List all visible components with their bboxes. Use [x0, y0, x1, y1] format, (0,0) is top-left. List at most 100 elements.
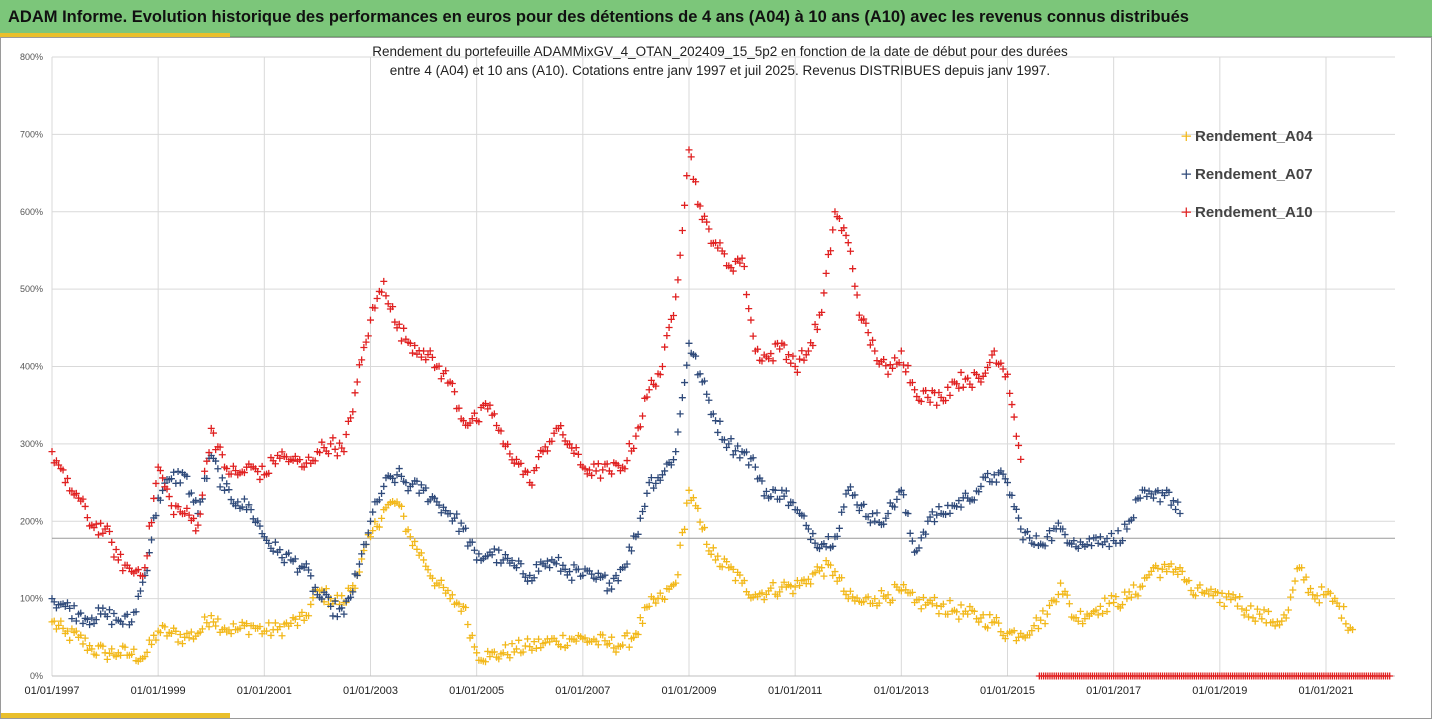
data-point-interp: [822, 557, 830, 565]
data-point-interp: [112, 653, 120, 661]
data-point-interp: [661, 595, 669, 603]
data-point-interp: [1143, 493, 1151, 500]
data-point-interp: [1094, 539, 1102, 547]
data-point-interp: [729, 451, 737, 459]
data-point-interp: [311, 457, 319, 465]
x-tick-label: 01/01/2001: [237, 685, 292, 697]
data-point-interp: [517, 560, 525, 568]
data-point-interp: [1130, 581, 1138, 589]
data-point-interp: [785, 351, 793, 359]
data-point-interp: [1103, 534, 1111, 542]
data-point-interp: [384, 300, 392, 308]
data-point-interp: [185, 511, 193, 519]
data-point-interp: [333, 613, 341, 621]
data-point-interp: [559, 631, 567, 639]
data-point-interp: [1061, 587, 1069, 595]
data-point: [1030, 622, 1038, 630]
data-point: [260, 533, 268, 541]
data-point-interp: [656, 476, 664, 484]
data-point-interp: [1001, 475, 1009, 483]
data-point-interp: [77, 609, 85, 617]
data-point-interp: [769, 579, 777, 587]
data-point-interp: [1041, 620, 1049, 628]
data-point-interp: [324, 593, 332, 601]
y-tick-label: 300%: [20, 439, 43, 449]
data-point-interp: [375, 523, 383, 531]
data-point-interp: [1156, 574, 1164, 582]
data-point: [685, 146, 693, 154]
data-point-interp: [413, 545, 421, 553]
data-point-interp: [1326, 589, 1334, 597]
data-point-interp: [1012, 505, 1020, 513]
data-point-interp: [83, 646, 91, 654]
data-point-interp: [163, 485, 171, 493]
data-point-interp: [639, 508, 647, 516]
data-point: [61, 479, 69, 487]
y-tick-label: 700%: [20, 129, 43, 139]
data-point-interp: [767, 350, 775, 358]
data-point-interp: [435, 501, 443, 509]
data-point-interp: [291, 555, 299, 563]
data-point-interp: [900, 491, 908, 499]
data-point-interp: [265, 619, 273, 627]
data-point: [446, 510, 454, 518]
data-point-interp: [667, 315, 675, 323]
data-point-interp: [981, 369, 989, 377]
data-point-interp: [305, 453, 313, 461]
data-point-interp: [422, 484, 430, 492]
data-point-interp: [338, 592, 346, 600]
data-point-interp: [670, 311, 678, 319]
data-point: [844, 239, 852, 247]
data-point-interp: [243, 620, 251, 628]
data-point-interp: [524, 468, 532, 476]
data-point-interp: [1174, 570, 1182, 578]
data-point: [990, 347, 998, 355]
data-point-interp: [121, 643, 129, 651]
data-point: [871, 595, 879, 603]
data-point-interp: [389, 303, 397, 311]
data-point-interp: [468, 538, 476, 546]
data-point-interp: [271, 460, 279, 468]
data-point-interp: [196, 510, 204, 518]
data-point-interp: [103, 655, 111, 663]
data-point-interp: [1041, 542, 1049, 550]
data-point-interp: [475, 418, 483, 426]
data-point-interp: [636, 514, 644, 522]
data-point-interp: [311, 583, 319, 591]
data-point-interp: [198, 491, 206, 499]
data-point: [884, 591, 892, 599]
data-point-interp: [674, 428, 682, 436]
data-point-interp: [1052, 598, 1060, 606]
data-point-interp: [236, 624, 244, 632]
x-tick-label: 01/01/2015: [980, 685, 1035, 697]
data-point-interp: [543, 447, 551, 455]
data-point-interp: [143, 552, 151, 560]
data-point-interp: [369, 527, 377, 535]
data-point-interp: [63, 599, 71, 607]
data-point-interp: [1019, 536, 1027, 544]
data-point-interp: [594, 460, 602, 468]
data-point-interp: [112, 545, 120, 553]
data-point: [1123, 525, 1131, 533]
data-point-interp: [749, 332, 757, 340]
data-point-interp: [63, 474, 71, 482]
data-point: [327, 440, 335, 448]
data-point-interp: [614, 461, 622, 469]
data-point-interp: [807, 580, 815, 588]
data-point-interp: [256, 522, 264, 530]
data-point-interp: [988, 351, 996, 359]
data-point-interp: [296, 456, 304, 464]
x-tick-label: 01/01/1999: [131, 685, 186, 697]
data-point-interp: [1074, 617, 1082, 625]
data-point-interp: [97, 519, 105, 527]
data-point-interp: [743, 448, 751, 456]
data-point-interp: [99, 529, 107, 537]
data-point-interp: [1012, 432, 1020, 440]
data-point-interp: [464, 542, 472, 550]
data-point-interp: [305, 612, 313, 620]
data-point-interp: [358, 550, 366, 558]
data-point-interp: [1247, 602, 1255, 610]
data-point-interp: [351, 389, 359, 397]
data-point-interp: [997, 359, 1005, 367]
data-point-interp: [820, 572, 828, 580]
